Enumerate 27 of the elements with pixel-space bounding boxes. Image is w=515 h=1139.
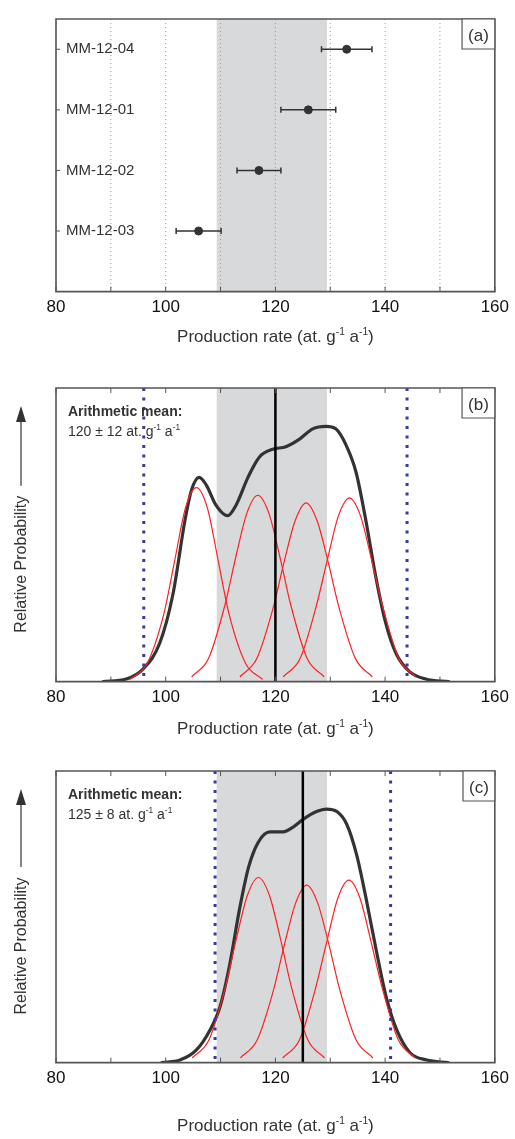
y-axis-title: Relative Probability xyxy=(12,495,29,633)
x-tick-label: 140 xyxy=(370,297,400,317)
text: Arithmetic mean: xyxy=(68,403,183,419)
y-tick-label: MM-12-01 xyxy=(66,100,135,118)
x-tick-label: 120 xyxy=(261,297,290,317)
point xyxy=(342,44,352,54)
x-tick-label: 80 xyxy=(46,1068,66,1088)
x-tick-label: 160 xyxy=(480,687,510,707)
y-tick-label: MM-12-02 xyxy=(66,160,135,178)
x-tick-label: 140 xyxy=(370,1068,400,1088)
x-tick-label: 120 xyxy=(261,687,290,707)
y-tick-label: MM-12-03 xyxy=(66,221,135,239)
x-tick-label: 140 xyxy=(370,687,400,707)
text: Arithmetic mean: xyxy=(68,786,183,802)
x-tick-label: 160 xyxy=(480,1068,510,1088)
y-axis-title: Relative Probability xyxy=(12,877,29,1015)
text: (b) xyxy=(468,395,489,414)
x-tick-label: 160 xyxy=(480,297,510,317)
x-tick-label: 100 xyxy=(151,297,180,317)
x-tick-label: 80 xyxy=(46,687,66,707)
y-tick-label: MM-12-04 xyxy=(66,39,135,57)
x-tick-label: 120 xyxy=(261,1068,290,1088)
x-tick-label: 100 xyxy=(151,687,180,707)
x-tick-label: 80 xyxy=(46,297,66,317)
text: (c) xyxy=(469,778,489,797)
annotation: (a) xyxy=(468,26,489,45)
x-tick-label: 100 xyxy=(151,1068,180,1088)
